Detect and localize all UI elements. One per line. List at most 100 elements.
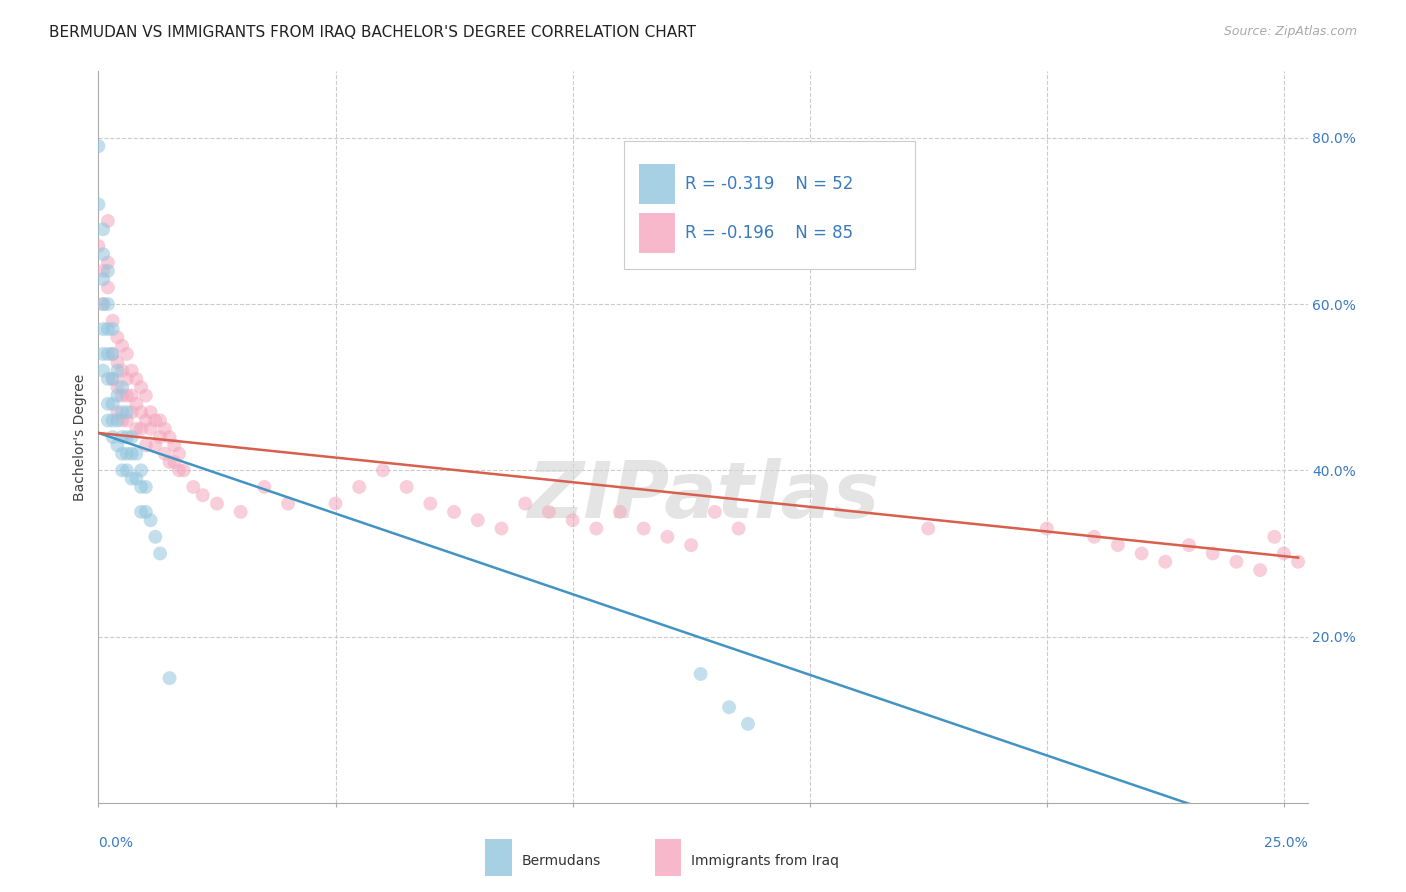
Point bbox=[91, 264, 114, 278]
Point bbox=[111, 405, 134, 419]
Point bbox=[125, 372, 148, 386]
Point bbox=[561, 513, 583, 527]
Point bbox=[537, 505, 560, 519]
Point bbox=[139, 405, 162, 419]
Point bbox=[277, 497, 299, 511]
Text: 25.0%: 25.0% bbox=[1264, 836, 1308, 850]
Text: ZIPatlas: ZIPatlas bbox=[527, 458, 879, 533]
Point bbox=[97, 264, 120, 278]
Point bbox=[135, 505, 157, 519]
Point bbox=[105, 413, 128, 427]
Point bbox=[105, 405, 128, 419]
Point bbox=[143, 530, 166, 544]
Point bbox=[97, 280, 120, 294]
Point bbox=[101, 372, 124, 386]
Point bbox=[105, 388, 128, 402]
Point bbox=[91, 322, 114, 336]
Text: Bermudans: Bermudans bbox=[522, 855, 600, 868]
Text: 0.0%: 0.0% bbox=[98, 836, 134, 850]
Point bbox=[229, 505, 252, 519]
Text: BERMUDAN VS IMMIGRANTS FROM IRAQ BACHELOR'S DEGREE CORRELATION CHART: BERMUDAN VS IMMIGRANTS FROM IRAQ BACHELO… bbox=[49, 25, 696, 40]
Point bbox=[1225, 555, 1247, 569]
Point bbox=[703, 505, 725, 519]
Point bbox=[125, 447, 148, 461]
Point bbox=[91, 297, 114, 311]
Point bbox=[135, 480, 157, 494]
Point bbox=[1286, 555, 1309, 569]
Point bbox=[115, 430, 138, 444]
Point bbox=[129, 380, 152, 394]
Point bbox=[419, 497, 441, 511]
Point bbox=[91, 222, 114, 236]
Text: R = -0.196    N = 85: R = -0.196 N = 85 bbox=[685, 224, 853, 242]
Point bbox=[149, 546, 172, 560]
Point bbox=[325, 497, 347, 511]
Point bbox=[101, 397, 124, 411]
Point bbox=[105, 355, 128, 369]
Point bbox=[205, 497, 228, 511]
Point bbox=[159, 671, 181, 685]
Point bbox=[97, 255, 120, 269]
Point bbox=[87, 139, 110, 153]
Point bbox=[111, 363, 134, 377]
Point bbox=[395, 480, 418, 494]
Point bbox=[173, 463, 195, 477]
Point bbox=[105, 363, 128, 377]
Point bbox=[125, 397, 148, 411]
Point bbox=[371, 463, 394, 477]
Point bbox=[159, 430, 181, 444]
Point bbox=[1036, 521, 1059, 535]
Point bbox=[727, 521, 749, 535]
Point bbox=[181, 480, 204, 494]
Y-axis label: Bachelor's Degree: Bachelor's Degree bbox=[73, 374, 87, 500]
Point bbox=[515, 497, 537, 511]
Point bbox=[111, 447, 134, 461]
Bar bbox=[638, 164, 675, 204]
Point bbox=[97, 413, 120, 427]
Point bbox=[97, 322, 120, 336]
Point bbox=[633, 521, 655, 535]
Point bbox=[163, 438, 186, 452]
Point bbox=[97, 372, 120, 386]
Point bbox=[101, 430, 124, 444]
Point bbox=[111, 430, 134, 444]
Point bbox=[87, 197, 110, 211]
Point bbox=[149, 430, 172, 444]
Point bbox=[467, 513, 489, 527]
Point bbox=[101, 347, 124, 361]
Point bbox=[121, 447, 143, 461]
Point bbox=[111, 413, 134, 427]
Point bbox=[718, 700, 741, 714]
Bar bbox=[638, 212, 675, 252]
Point bbox=[159, 455, 181, 469]
Point bbox=[97, 397, 120, 411]
Point bbox=[115, 405, 138, 419]
Point bbox=[115, 413, 138, 427]
Point bbox=[105, 380, 128, 394]
Point bbox=[101, 314, 124, 328]
Point bbox=[101, 372, 124, 386]
Point bbox=[121, 472, 143, 486]
Point bbox=[139, 422, 162, 436]
Point bbox=[135, 413, 157, 427]
Point bbox=[143, 413, 166, 427]
Text: Source: ZipAtlas.com: Source: ZipAtlas.com bbox=[1223, 25, 1357, 38]
Point bbox=[153, 422, 176, 436]
Point bbox=[139, 513, 162, 527]
Point bbox=[111, 338, 134, 352]
Point bbox=[167, 447, 190, 461]
Point bbox=[167, 463, 190, 477]
Point bbox=[163, 455, 186, 469]
Point bbox=[1272, 546, 1295, 560]
Point bbox=[135, 438, 157, 452]
Point bbox=[1130, 546, 1153, 560]
Point bbox=[917, 521, 939, 535]
Point bbox=[143, 438, 166, 452]
Point bbox=[1202, 546, 1225, 560]
Point bbox=[111, 388, 134, 402]
Text: R = -0.319    N = 52: R = -0.319 N = 52 bbox=[685, 176, 853, 194]
Point bbox=[115, 447, 138, 461]
Point bbox=[737, 716, 759, 731]
Point bbox=[91, 247, 114, 261]
Point bbox=[91, 272, 114, 286]
